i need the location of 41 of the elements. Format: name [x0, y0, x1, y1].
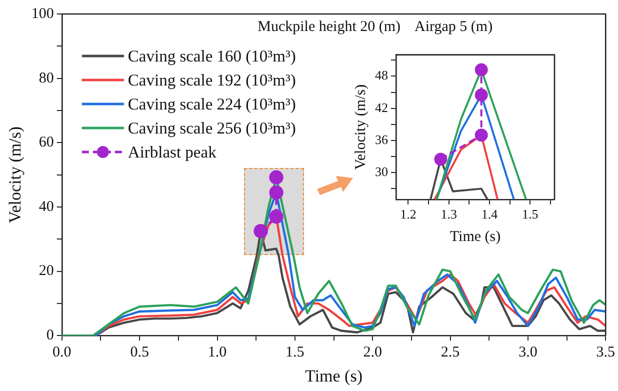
legend-label: Caving scale 224 (10³m³)	[128, 94, 296, 114]
x-tick-label: 1.5	[286, 344, 304, 361]
x-tick-label: 1.5	[522, 206, 538, 222]
y-axis-title: Velocity (m/s)	[352, 84, 369, 170]
y-tick-label: 100	[31, 6, 54, 22]
y-tick-label: 80	[38, 70, 54, 86]
y-tick-label: 60	[38, 134, 54, 151]
y-tick-label: 48	[375, 68, 388, 83]
legend-label: Caving scale 256 (10³m³)	[128, 118, 296, 138]
x-tick-label: 1.3	[440, 206, 457, 222]
y-tick-label: 36	[375, 132, 388, 147]
y-tick-label: 42	[375, 100, 388, 115]
point	[474, 128, 488, 142]
point	[434, 152, 448, 166]
point	[474, 63, 488, 76]
legend-label: Caving scale 192 (10³m³)	[128, 70, 296, 90]
x-tick-label: 0.0	[52, 344, 72, 361]
x-tick-label: 1.2	[400, 206, 416, 222]
x-tick-label: 1.0	[208, 344, 227, 361]
annotation: Airgap 5 (m)	[414, 18, 493, 35]
point	[269, 210, 284, 224]
point	[254, 224, 268, 238]
x-tick-label: 1.4	[481, 206, 498, 222]
y-tick-label: 30	[375, 164, 388, 180]
y-tick-label: 20	[38, 263, 54, 280]
x-tick-label: 2.5	[440, 344, 460, 361]
legend-label: Caving scale 160 (10³m³)	[128, 46, 296, 66]
legend-label: Airblast peak	[128, 142, 218, 162]
y-tick-label: 40	[38, 198, 54, 215]
x-tick-label: 3.5	[596, 344, 615, 361]
x-axis-title: Time (s)	[450, 228, 501, 245]
annotation: Muckpile height 20 (m)	[258, 18, 401, 35]
x-tick-label: 2.0	[363, 344, 382, 361]
y-axis-title: Velocity (m/s)	[6, 126, 25, 224]
point	[474, 88, 488, 102]
point	[269, 185, 284, 200]
x-tick-label: 0.5	[130, 344, 149, 361]
y-tick-label: 0	[46, 328, 54, 344]
x-axis-title: Time (s)	[305, 366, 362, 386]
x-tick-label: 3.0	[518, 344, 538, 361]
point	[269, 170, 284, 184]
